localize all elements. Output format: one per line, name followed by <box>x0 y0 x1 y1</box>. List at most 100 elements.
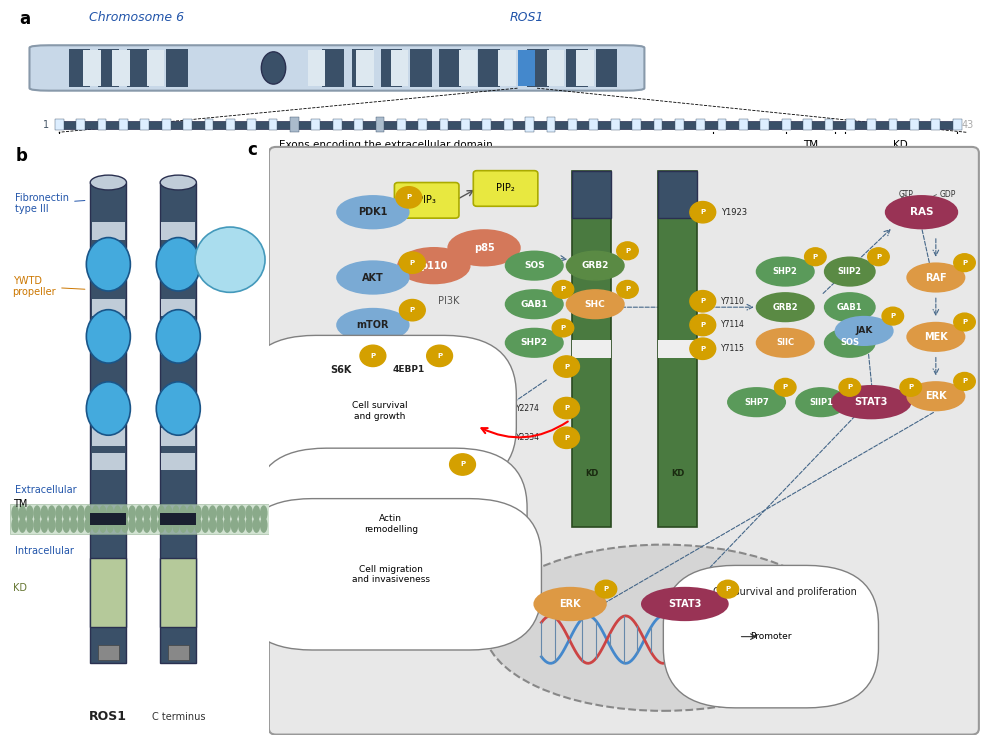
Bar <box>868 119 876 131</box>
Bar <box>166 49 187 87</box>
Text: 4EBP1: 4EBP1 <box>392 365 425 374</box>
Text: TM: TM <box>803 140 818 150</box>
Circle shape <box>85 518 92 532</box>
FancyBboxPatch shape <box>255 448 527 600</box>
Circle shape <box>195 506 201 520</box>
Circle shape <box>71 506 77 520</box>
Ellipse shape <box>506 329 563 357</box>
Bar <box>161 298 195 316</box>
Circle shape <box>868 248 889 266</box>
Circle shape <box>56 506 62 520</box>
Circle shape <box>151 518 157 532</box>
Bar <box>113 50 130 85</box>
Circle shape <box>805 248 826 266</box>
Bar <box>910 119 919 131</box>
Ellipse shape <box>907 382 964 410</box>
Text: P: P <box>409 307 415 313</box>
Bar <box>567 49 588 87</box>
Circle shape <box>158 518 164 532</box>
Text: P: P <box>890 313 895 319</box>
Circle shape <box>129 506 135 520</box>
Text: p110: p110 <box>420 260 447 271</box>
Ellipse shape <box>757 293 814 321</box>
Bar <box>92 337 125 355</box>
Text: GAB1: GAB1 <box>521 300 548 309</box>
Bar <box>183 119 192 131</box>
Text: Cell migration
and invasiveness: Cell migration and invasiveness <box>352 565 430 584</box>
Text: Cell survival
and growth: Cell survival and growth <box>353 401 408 421</box>
Text: TM: TM <box>13 499 27 509</box>
Bar <box>658 171 697 218</box>
Bar <box>410 49 431 87</box>
Bar <box>161 428 195 446</box>
Circle shape <box>129 518 135 532</box>
Circle shape <box>839 378 861 396</box>
Text: p85: p85 <box>474 243 494 253</box>
Ellipse shape <box>757 257 814 286</box>
Bar <box>718 119 726 131</box>
Bar <box>98 49 120 87</box>
Circle shape <box>136 518 142 532</box>
Text: GRB2: GRB2 <box>773 303 798 312</box>
Bar <box>459 50 476 85</box>
Text: Actin
remodelling: Actin remodelling <box>364 514 418 533</box>
Circle shape <box>717 580 739 598</box>
Circle shape <box>173 518 179 532</box>
Text: SOS: SOS <box>841 338 860 347</box>
Text: ROS1: ROS1 <box>510 11 545 24</box>
Bar <box>439 119 448 131</box>
Text: 43: 43 <box>961 119 974 130</box>
Ellipse shape <box>309 355 373 384</box>
Circle shape <box>399 252 425 273</box>
Text: P: P <box>700 298 705 304</box>
Text: P: P <box>848 384 853 390</box>
Ellipse shape <box>825 293 874 321</box>
Text: P: P <box>783 384 788 390</box>
Circle shape <box>122 518 127 532</box>
Ellipse shape <box>261 52 286 84</box>
Ellipse shape <box>506 252 563 280</box>
Text: KD: KD <box>13 583 27 593</box>
Circle shape <box>231 506 238 520</box>
Ellipse shape <box>825 329 874 357</box>
Text: Y7110: Y7110 <box>721 297 745 306</box>
Text: RHO: RHO <box>325 474 349 485</box>
Text: C terminus: C terminus <box>151 712 205 722</box>
Text: P: P <box>624 248 630 254</box>
Bar <box>739 119 748 131</box>
Circle shape <box>552 319 574 337</box>
Bar <box>568 119 577 131</box>
Bar <box>160 513 196 525</box>
Bar <box>352 49 374 87</box>
Circle shape <box>115 518 121 532</box>
Circle shape <box>246 506 252 520</box>
Circle shape <box>246 518 252 532</box>
Circle shape <box>360 345 385 367</box>
Text: P: P <box>700 346 705 352</box>
Text: GRB2: GRB2 <box>582 261 609 270</box>
Circle shape <box>122 506 127 520</box>
Bar <box>323 49 344 87</box>
Ellipse shape <box>796 388 847 416</box>
Bar <box>92 428 125 446</box>
Text: STAT3: STAT3 <box>668 599 701 609</box>
Circle shape <box>596 580 617 598</box>
Circle shape <box>100 506 106 520</box>
Text: P: P <box>437 353 442 359</box>
Circle shape <box>217 506 223 520</box>
Bar <box>91 513 126 525</box>
Circle shape <box>231 518 238 532</box>
Circle shape <box>158 506 164 520</box>
Ellipse shape <box>398 248 470 283</box>
Text: KD: KD <box>893 140 908 150</box>
Bar <box>803 119 812 131</box>
Ellipse shape <box>728 388 785 416</box>
Text: P: P <box>962 378 967 384</box>
Bar <box>931 119 940 131</box>
Bar <box>375 117 384 132</box>
Text: GAB1: GAB1 <box>837 303 863 312</box>
Text: ROS1: ROS1 <box>90 710 127 723</box>
Bar <box>91 557 126 627</box>
Circle shape <box>85 506 92 520</box>
Circle shape <box>261 518 267 532</box>
